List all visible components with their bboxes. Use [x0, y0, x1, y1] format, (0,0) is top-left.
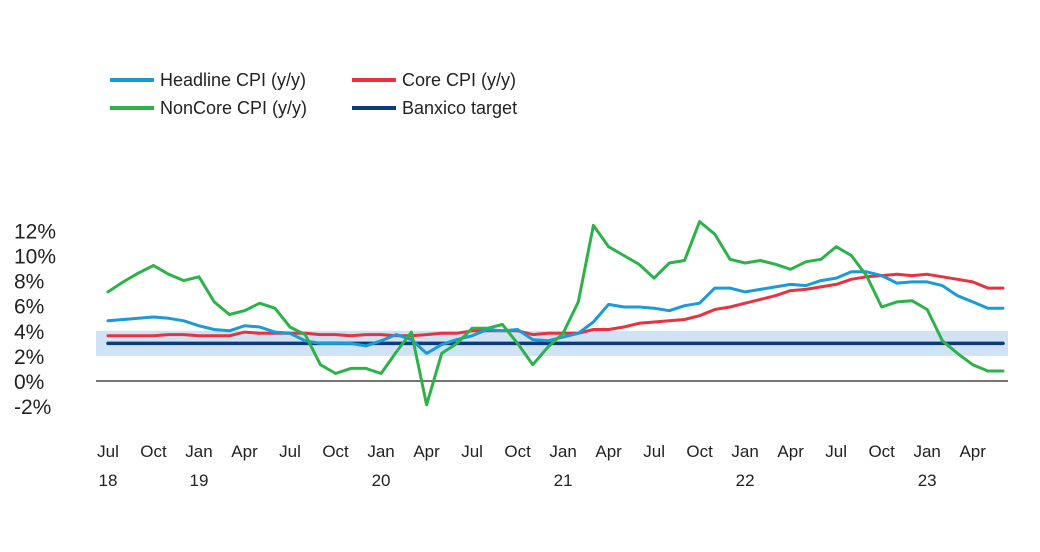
x-tick-month-label: Oct	[504, 442, 531, 461]
x-tick-year-label: 19	[190, 471, 209, 490]
x-tick-month-label: Jan	[185, 442, 212, 461]
x-tick-month-label: Jul	[97, 442, 119, 461]
x-tick-month-label: Apr	[413, 442, 440, 461]
x-tick-year-label: 20	[372, 471, 391, 490]
x-tick-month-label: Jul	[825, 442, 847, 461]
x-tick-month-label: Jan	[731, 442, 758, 461]
x-tick-month-label: Apr	[595, 442, 622, 461]
x-tick-month-label: Oct	[140, 442, 167, 461]
y-tick-label: -2%	[14, 396, 51, 419]
x-tick-month-label: Oct	[868, 442, 895, 461]
x-tick-month-label: Oct	[686, 442, 713, 461]
legend-label-core-cpi-y-y: Core CPI (y/y)	[402, 70, 516, 90]
y-tick-label: 8%	[14, 271, 44, 294]
legend-label-banxico-target: Banxico target	[402, 98, 517, 118]
x-tick-month-label: Jan	[367, 442, 394, 461]
x-tick-year-label: 23	[918, 471, 937, 490]
x-tick-month-label: Jan	[913, 442, 940, 461]
x-tick-month-label: Jul	[279, 442, 301, 461]
x-tick-month-label: Oct	[322, 442, 349, 461]
y-tick-label: 0%	[14, 371, 44, 394]
x-tick-month-label: Jul	[643, 442, 665, 461]
x-tick-year-label: 18	[99, 471, 118, 490]
series-line-noncore-cpi-y-y	[106, 220, 1005, 407]
legend-label-headline-cpi-y-y: Headline CPI (y/y)	[160, 70, 306, 90]
x-tick-year-label: 21	[554, 471, 573, 490]
x-tick-year-label: 22	[736, 471, 755, 490]
y-tick-label: 2%	[14, 346, 44, 369]
x-tick-month-label: Apr	[959, 442, 986, 461]
x-tick-month-label: Apr	[777, 442, 804, 461]
y-tick-label: 4%	[14, 321, 44, 344]
legend-label-noncore-cpi-y-y: NonCore CPI (y/y)	[160, 98, 307, 118]
y-tick-label: 12%	[14, 220, 56, 243]
y-tick-label: 6%	[14, 296, 44, 319]
x-tick-month-label: Jan	[549, 442, 576, 461]
y-tick-label: 10%	[14, 246, 56, 269]
x-tick-month-label: Jul	[461, 442, 483, 461]
series-line-core-cpi-y-y	[106, 272, 1005, 338]
x-tick-month-label: Apr	[231, 442, 258, 461]
